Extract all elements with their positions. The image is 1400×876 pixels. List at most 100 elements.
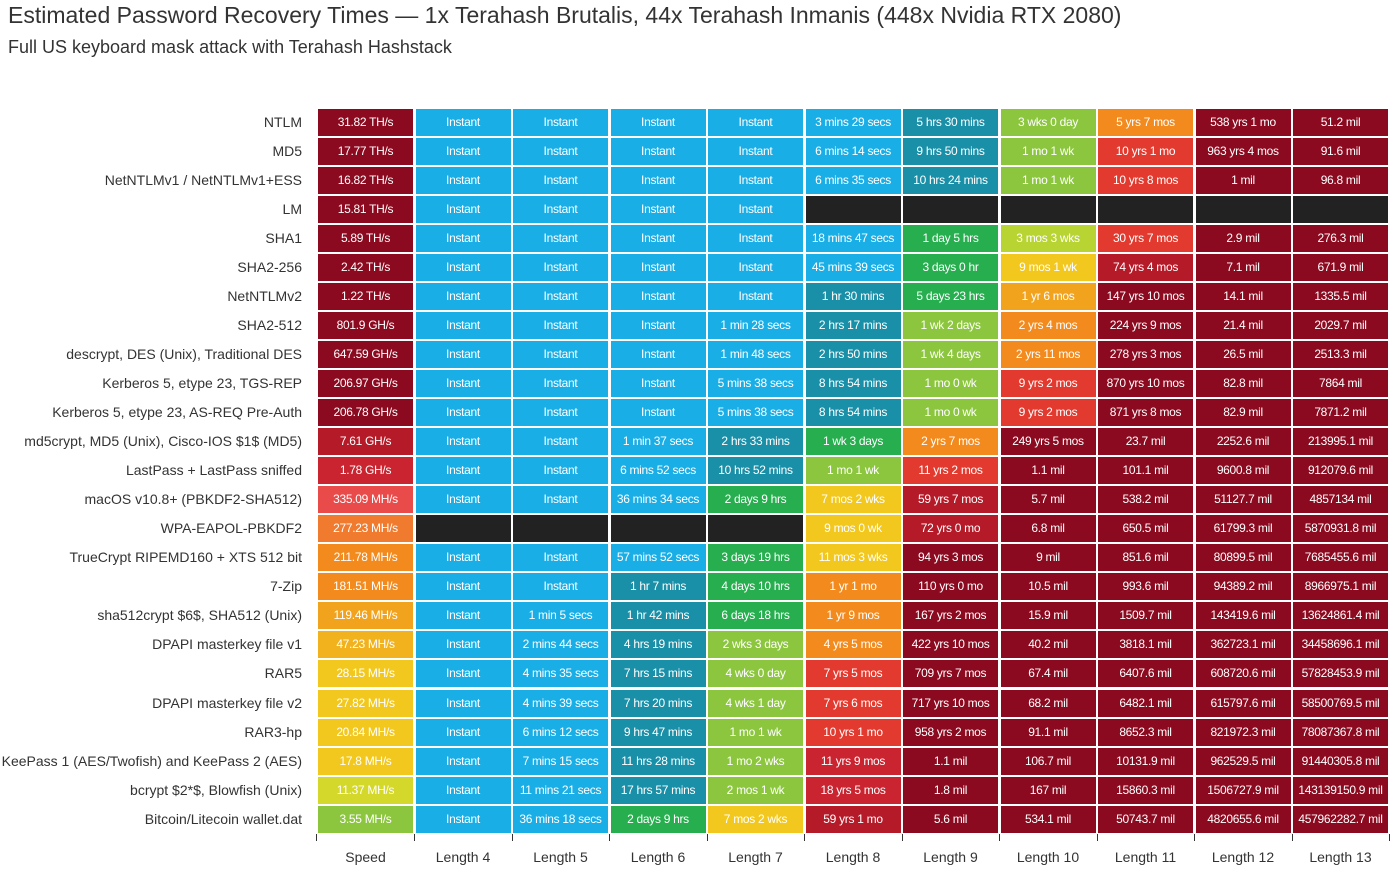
column-label-length-12: Length 12 — [1211, 848, 1275, 865]
x-axis-tick — [804, 833, 805, 841]
cell-md5crypt-md5-unix-cisco-ios-1-md5-length-5: Instant — [513, 428, 608, 456]
cell-dpapi-masterkey-file-v1-length-6: 4 hrs 19 mins — [610, 631, 706, 659]
cell-netntlmv2-length-7: Instant — [708, 282, 803, 310]
row-label-macos-v10-8-pbkdf2-sha512: macOS v10.8+ (PBKDF2-SHA512) — [84, 491, 302, 508]
cell-macos-v10-8-pbkdf2-sha512-length-12: 51127.7 mil — [1195, 486, 1291, 514]
cell-dpapi-masterkey-file-v1-length-7: 2 wks 3 days — [708, 631, 803, 659]
row-label-dpapi-masterkey-file-v2: DPAPI masterkey file v2 — [152, 694, 302, 711]
cell-bitcoin-litecoin-wallet-dat-length-5: 36 mins 18 secs — [513, 805, 608, 833]
cell-sha512crypt-6-sha512-unix-length-7: 6 days 18 hrs — [708, 602, 803, 630]
row-label-descrypt-des-unix-traditional-des: descrypt, DES (Unix), Traditional DES — [66, 345, 302, 362]
cell-descrypt-des-unix-traditional-des-length-5: Instant — [513, 340, 608, 368]
cell-sha1-length-5: Instant — [513, 224, 608, 252]
cell-ntlm-length-7: Instant — [708, 108, 803, 136]
cell-sha2-256-length-11: 74 yrs 4 mos — [1098, 253, 1193, 281]
row-label-kerberos-5-etype-23-tgs-rep: Kerberos 5, etype 23, TGS-REP — [102, 374, 302, 391]
cell-sha2-256-length-8: 45 mins 39 secs — [805, 253, 901, 281]
cell-truecrypt-ripemd160-xts-512-bit-speed: 211.78 MH/s — [318, 544, 413, 572]
x-axis-tick — [414, 833, 415, 841]
cell-bitcoin-litecoin-wallet-dat-length-13: 457962282.7 mil — [1293, 805, 1388, 833]
cell-netntlmv1-netntlmv1-ess-length-9: 10 hrs 24 mins — [903, 166, 998, 194]
cell-netntlmv1-netntlmv1-ess-length-12: 1 mil — [1195, 166, 1291, 194]
cell-kerberos-5-etype-23-tgs-rep-length-9: 1 mo 0 wk — [903, 369, 998, 397]
cell-wpa-eapol-pbkdf2-speed: 277.23 MH/s — [318, 515, 413, 543]
cell-truecrypt-ripemd160-xts-512-bit-length-5: Instant — [513, 544, 608, 572]
cell-ntlm-length-5: Instant — [513, 108, 608, 136]
cell-rar5-length-5: 4 mins 35 secs — [513, 660, 608, 688]
row-label-netntlmv2: NetNTLMv2 — [227, 287, 302, 304]
cell-md5-length-8: 6 mins 14 secs — [805, 137, 901, 165]
cell-netntlmv2-length-13: 1335.5 mil — [1293, 282, 1388, 310]
column-label-speed: Speed — [345, 848, 386, 865]
cell-sha512crypt-6-sha512-unix-length-4: Instant — [415, 602, 511, 630]
cell-sha2-512-length-5: Instant — [513, 311, 608, 339]
cell-sha2-512-length-11: 224 yrs 9 mos — [1098, 311, 1193, 339]
cell-md5crypt-md5-unix-cisco-ios-1-md5-length-10: 249 yrs 5 mos — [1000, 428, 1096, 456]
cell-wpa-eapol-pbkdf2-length-7 — [708, 515, 803, 543]
cell-dpapi-masterkey-file-v2-length-7: 4 wks 1 day — [708, 689, 803, 717]
cell-macos-v10-8-pbkdf2-sha512-length-8: 7 mos 2 wks — [805, 486, 901, 514]
cell-rar3-hp-length-5: 6 mins 12 secs — [513, 718, 608, 746]
x-axis-tick — [706, 833, 708, 841]
cell-lastpass-lastpass-sniffed-length-10: 1.1 mil — [1000, 457, 1096, 485]
cell-md5-length-10: 1 mo 1 wk — [1000, 137, 1096, 165]
cell-rar5-length-13: 57828453.9 mil — [1293, 660, 1388, 688]
cell-sha2-512-length-8: 2 hrs 17 mins — [805, 311, 901, 339]
cell-netntlmv2-length-8: 1 hr 30 mins — [805, 282, 901, 310]
cell-sha512crypt-6-sha512-unix-length-8: 1 yr 9 mos — [805, 602, 901, 630]
x-axis-tick — [1096, 833, 1098, 841]
cell-lm-length-10 — [1000, 195, 1096, 223]
cell-bitcoin-litecoin-wallet-dat-length-4: Instant — [415, 805, 511, 833]
cell-md5crypt-md5-unix-cisco-ios-1-md5-length-11: 23.7 mil — [1098, 428, 1193, 456]
cell-md5-length-11: 10 yrs 1 mo — [1098, 137, 1193, 165]
cell-dpapi-masterkey-file-v2-length-12: 615797.6 mil — [1195, 689, 1291, 717]
cell-rar5-length-7: 4 wks 0 day — [708, 660, 803, 688]
cell-lastpass-lastpass-sniffed-length-5: Instant — [513, 457, 608, 485]
cell-sha2-256-speed: 2.42 TH/s — [318, 253, 413, 281]
cell-keepass-1-aes-twofish-and-keepass-2-aes-length-8: 11 yrs 9 mos — [805, 747, 901, 775]
cell-kerberos-5-etype-23-tgs-rep-length-12: 82.8 mil — [1195, 369, 1291, 397]
cell-keepass-1-aes-twofish-and-keepass-2-aes-length-7: 1 mo 2 wks — [708, 747, 803, 775]
cell-sha512crypt-6-sha512-unix-length-13: 13624861.4 mil — [1293, 602, 1388, 630]
cell-netntlmv2-length-5: Instant — [513, 282, 608, 310]
cell-dpapi-masterkey-file-v1-length-4: Instant — [415, 631, 511, 659]
cell-kerberos-5-etype-23-tgs-rep-length-8: 8 hrs 54 mins — [805, 369, 901, 397]
cell-kerberos-5-etype-23-tgs-rep-length-7: 5 mins 38 secs — [708, 369, 803, 397]
cell-netntlmv1-netntlmv1-ess-length-10: 1 mo 1 wk — [1000, 166, 1096, 194]
cell-netntlmv2-length-11: 147 yrs 10 mos — [1098, 282, 1193, 310]
cell-md5-length-12: 963 yrs 4 mos — [1195, 137, 1291, 165]
cell-bcrypt-2-blowfish-unix-length-13: 143139150.9 mil — [1293, 776, 1388, 804]
cell-netntlmv1-netntlmv1-ess-length-6: Instant — [610, 166, 706, 194]
cell-rar5-length-6: 7 hrs 15 mins — [610, 660, 706, 688]
cell-dpapi-masterkey-file-v2-length-6: 7 hrs 20 mins — [610, 689, 706, 717]
cell-lm-length-6: Instant — [610, 195, 706, 223]
cell-macos-v10-8-pbkdf2-sha512-length-11: 538.2 mil — [1098, 486, 1193, 514]
cell-md5crypt-md5-unix-cisco-ios-1-md5-length-8: 1 wk 3 days — [805, 428, 901, 456]
cell-dpapi-masterkey-file-v1-length-11: 3818.1 mil — [1098, 631, 1193, 659]
cell-keepass-1-aes-twofish-and-keepass-2-aes-length-10: 106.7 mil — [1000, 747, 1096, 775]
cell-sha512crypt-6-sha512-unix-speed: 119.46 MH/s — [318, 602, 413, 630]
cell-sha512crypt-6-sha512-unix-length-11: 1509.7 mil — [1098, 602, 1193, 630]
cell-bitcoin-litecoin-wallet-dat-length-12: 4820655.6 mil — [1195, 805, 1291, 833]
cell-lastpass-lastpass-sniffed-length-8: 1 mo 1 wk — [805, 457, 901, 485]
cell-rar3-hp-length-11: 8652.3 mil — [1098, 718, 1193, 746]
cell-sha512crypt-6-sha512-unix-length-10: 15.9 mil — [1000, 602, 1096, 630]
column-label-length-13: Length 13 — [1309, 848, 1372, 865]
cell-rar5-length-9: 709 yrs 7 mos — [903, 660, 998, 688]
cell-lm-length-13 — [1293, 195, 1388, 223]
cell-keepass-1-aes-twofish-and-keepass-2-aes-length-9: 1.1 mil — [903, 747, 998, 775]
row-label-netntlmv1-netntlmv1-ess: NetNTLMv1 / NetNTLMv1+ESS — [104, 171, 302, 188]
cell-netntlmv2-length-6: Instant — [610, 282, 706, 310]
cell-dpapi-masterkey-file-v2-length-5: 4 mins 39 secs — [513, 689, 608, 717]
cell-sha512crypt-6-sha512-unix-length-9: 167 yrs 2 mos — [903, 602, 998, 630]
cell-wpa-eapol-pbkdf2-length-13: 5870931.8 mil — [1293, 515, 1388, 543]
cell-keepass-1-aes-twofish-and-keepass-2-aes-speed: 17.8 MH/s — [318, 747, 413, 775]
cell-7-zip-length-7: 4 days 10 hrs — [708, 573, 803, 601]
cell-md5crypt-md5-unix-cisco-ios-1-md5-speed: 7.61 GH/s — [318, 428, 413, 456]
cell-lastpass-lastpass-sniffed-length-11: 101.1 mil — [1098, 457, 1193, 485]
cell-dpapi-masterkey-file-v2-length-8: 7 yrs 6 mos — [805, 689, 901, 717]
cell-kerberos-5-etype-23-tgs-rep-length-6: Instant — [610, 369, 706, 397]
cell-bcrypt-2-blowfish-unix-length-11: 15860.3 mil — [1098, 776, 1193, 804]
row-label-keepass-1-aes-twofish-and-keepass-2-aes: KeePass 1 (AES/Twofish) and KeePass 2 (A… — [1, 752, 302, 769]
